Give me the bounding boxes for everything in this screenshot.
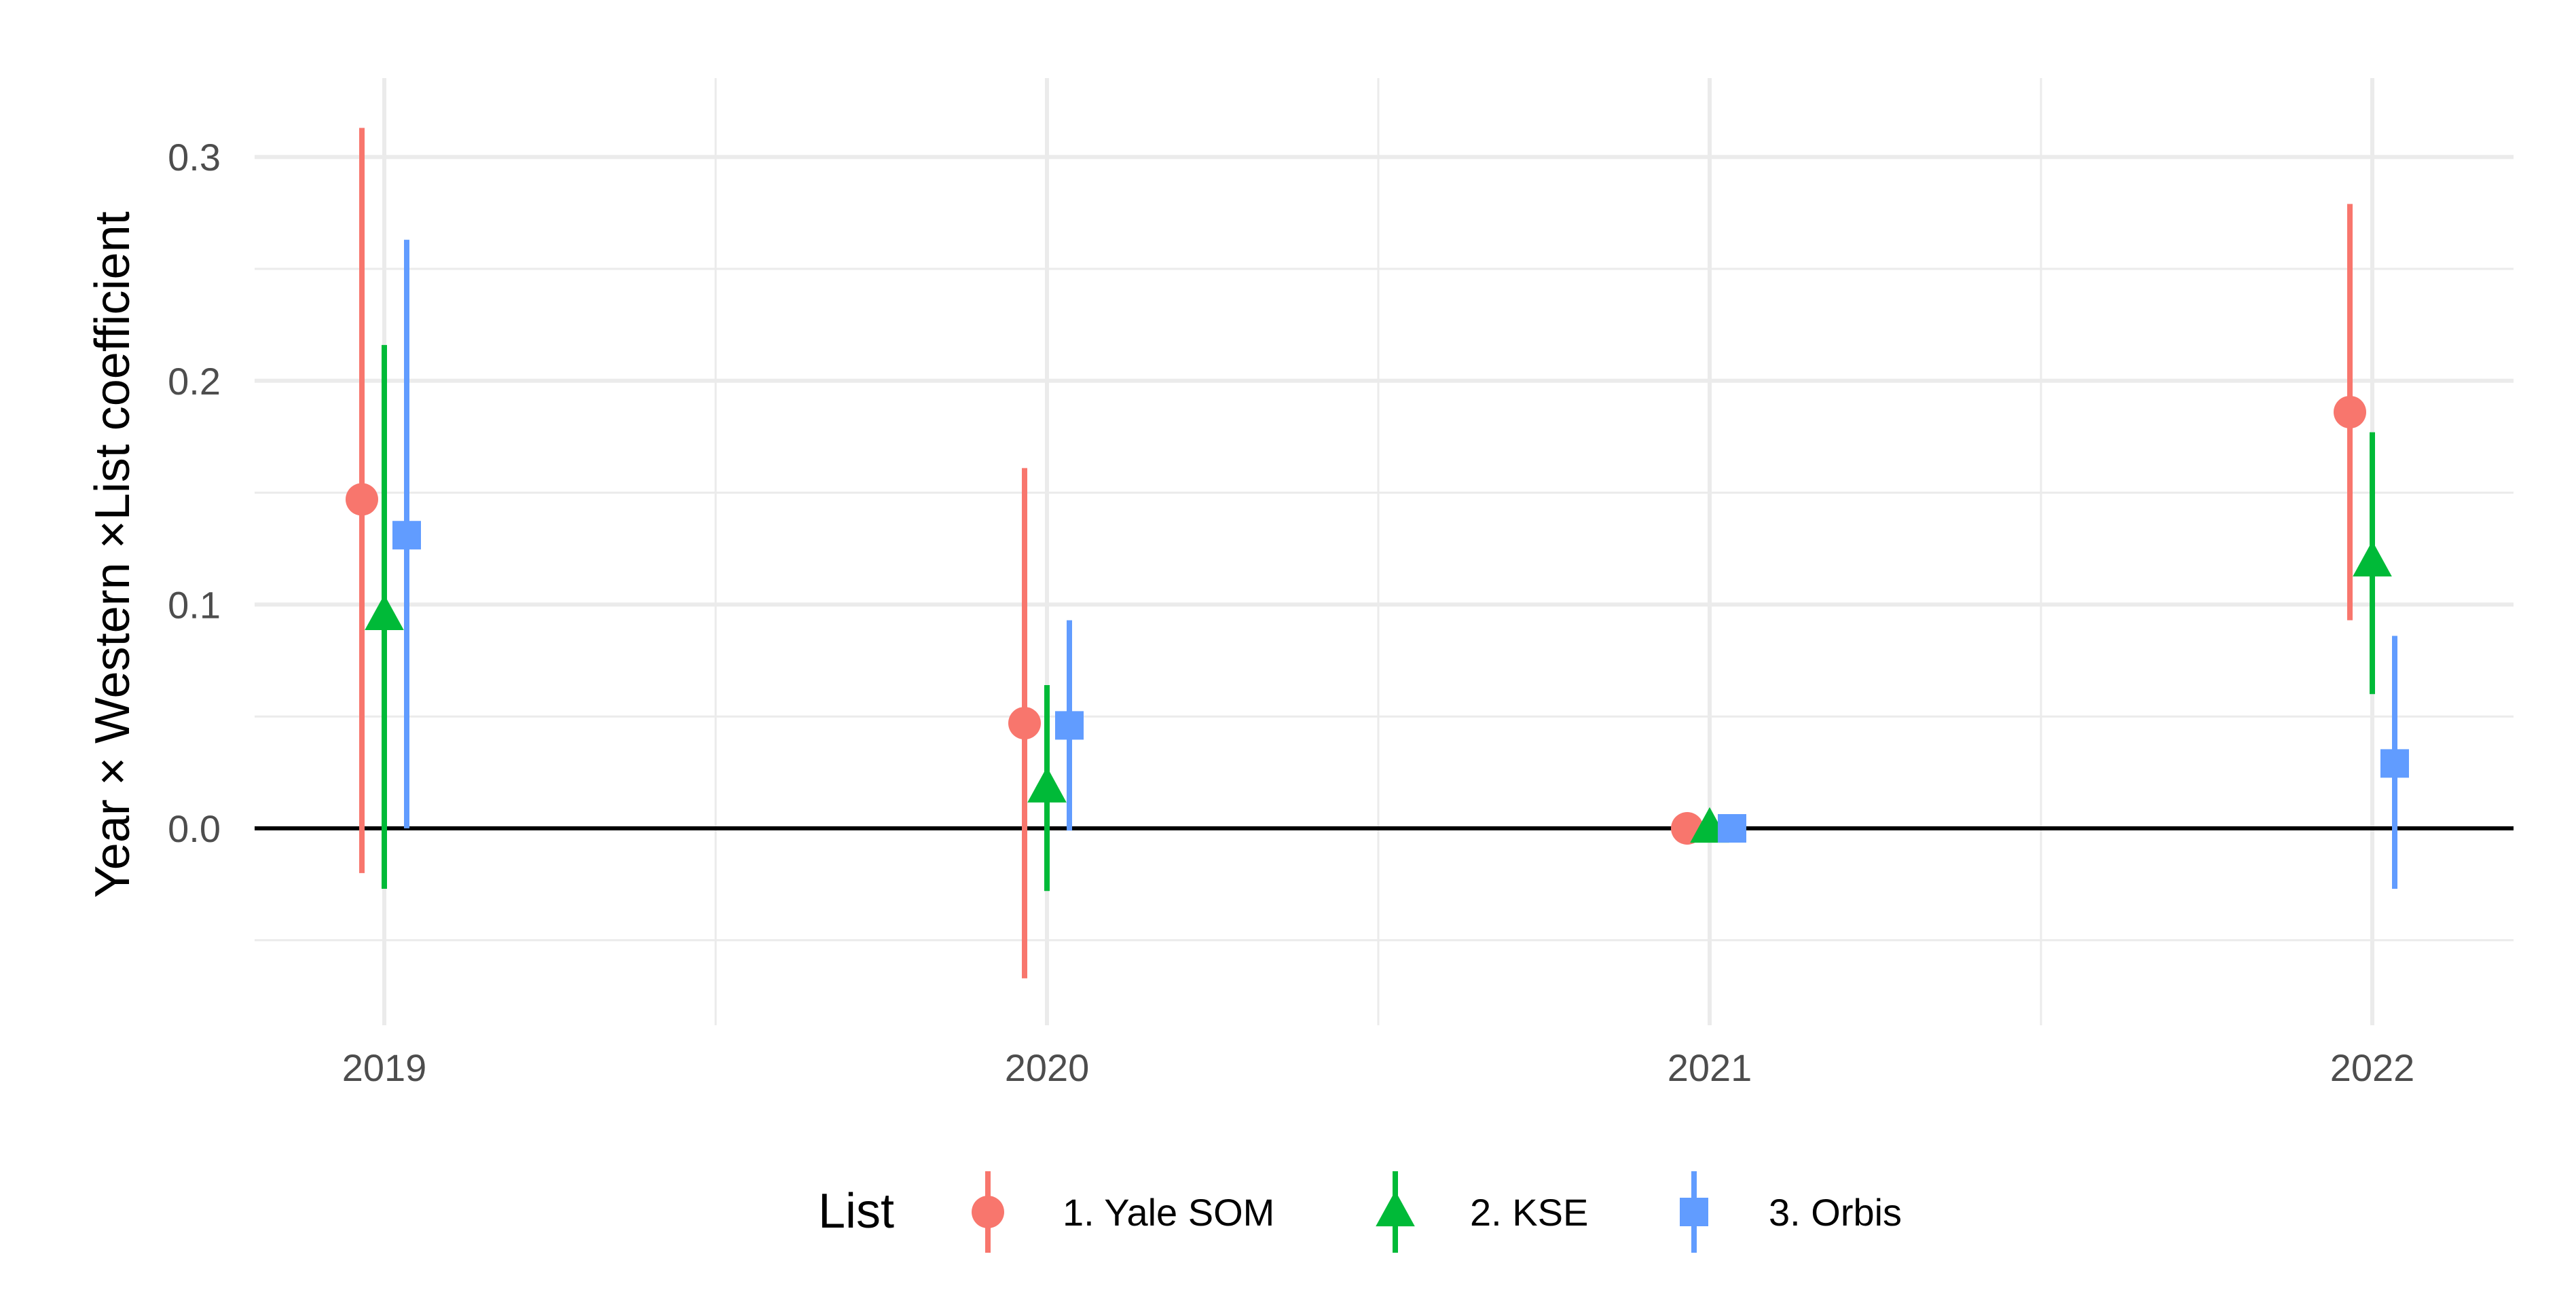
y-axis-tick-labels: 0.0 0.1 0.2 0.3 xyxy=(168,136,221,850)
point-triangle-2022 xyxy=(2353,540,2392,576)
legend-key-triangle xyxy=(1376,1190,1415,1227)
x-tick-label: 2022 xyxy=(2330,1046,2415,1089)
x-tick-label: 2019 xyxy=(342,1046,427,1089)
legend-label-circle: 1. Yale SOM xyxy=(1063,1191,1274,1234)
point-triangle-2019 xyxy=(365,594,404,631)
x-tick-label: 2021 xyxy=(1668,1046,1752,1089)
major-gridlines xyxy=(255,78,2514,1025)
y-tick-label: 0.3 xyxy=(168,136,221,179)
point-square-2019 xyxy=(392,521,421,550)
minor-gridlines xyxy=(255,78,2514,1025)
legend-label-square: 3. Orbis xyxy=(1769,1191,1902,1234)
point-triangle-2020 xyxy=(1027,767,1067,803)
legend-items: 1. Yale SOM 2. KSE 3. Orbis xyxy=(972,1171,1902,1253)
point-square-2022 xyxy=(2380,749,2409,778)
legend-key-circle xyxy=(972,1196,1004,1228)
point-circle-2019 xyxy=(346,483,378,516)
y-axis-title: Year × Western ×List coefficient xyxy=(86,211,140,898)
y-tick-label: 0.0 xyxy=(168,807,221,850)
x-tick-label: 2020 xyxy=(1005,1046,1090,1089)
y-tick-label: 0.1 xyxy=(168,583,221,626)
point-circle-2022 xyxy=(2334,395,2366,428)
legend-title: List xyxy=(818,1184,894,1238)
legend-key-square xyxy=(1680,1198,1708,1226)
y-tick-label: 0.2 xyxy=(168,360,221,403)
point-square-2021 xyxy=(1718,814,1746,843)
legend-label-triangle: 2. KSE xyxy=(1470,1191,1588,1234)
legend: List 1. Yale SOM 2. KSE 3. Orbis xyxy=(818,1171,1902,1253)
point-circle-2020 xyxy=(1008,707,1041,740)
x-axis-tick-labels: 2019 2020 2021 2022 xyxy=(342,1046,2415,1089)
data-marks xyxy=(346,128,2409,978)
point-square-2020 xyxy=(1055,711,1084,740)
